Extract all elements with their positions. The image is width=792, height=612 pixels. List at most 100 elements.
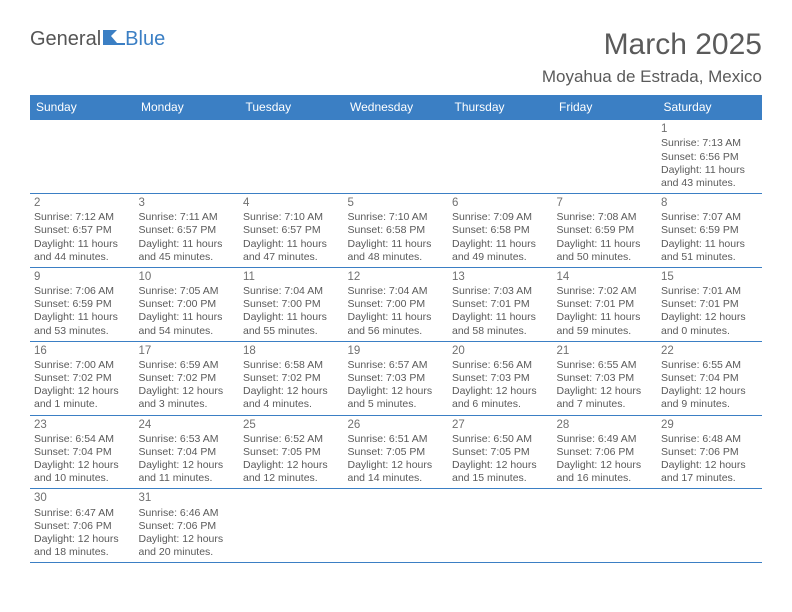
daylight-text: Daylight: 11 hours and 45 minutes. bbox=[139, 238, 236, 264]
sunrise-text: Sunrise: 6:52 AM bbox=[243, 433, 340, 446]
daylight-text: Daylight: 11 hours and 50 minutes. bbox=[557, 238, 654, 264]
sunrise-text: Sunrise: 6:50 AM bbox=[452, 433, 549, 446]
sunrise-text: Sunrise: 7:09 AM bbox=[452, 211, 549, 224]
calendar-cell: 21Sunrise: 6:55 AMSunset: 7:03 PMDayligh… bbox=[553, 341, 658, 415]
sunset-text: Sunset: 6:59 PM bbox=[661, 224, 758, 237]
sunrise-text: Sunrise: 6:46 AM bbox=[139, 507, 236, 520]
daylight-text: Daylight: 12 hours and 4 minutes. bbox=[243, 385, 340, 411]
day-number: 16 bbox=[34, 344, 131, 358]
page-title: March 2025 bbox=[542, 28, 762, 61]
daylight-text: Daylight: 11 hours and 44 minutes. bbox=[34, 238, 131, 264]
sunrise-text: Sunrise: 6:59 AM bbox=[139, 359, 236, 372]
sunset-text: Sunset: 7:05 PM bbox=[348, 446, 445, 459]
sunset-text: Sunset: 6:59 PM bbox=[557, 224, 654, 237]
day-number: 10 bbox=[139, 270, 236, 284]
calendar-row: 9Sunrise: 7:06 AMSunset: 6:59 PMDaylight… bbox=[30, 267, 762, 341]
sunset-text: Sunset: 6:59 PM bbox=[34, 298, 131, 311]
sunset-text: Sunset: 7:04 PM bbox=[139, 446, 236, 459]
sunrise-text: Sunrise: 7:10 AM bbox=[348, 211, 445, 224]
day-number: 4 bbox=[243, 196, 340, 210]
sunrise-text: Sunrise: 6:53 AM bbox=[139, 433, 236, 446]
calendar-cell: 1Sunrise: 7:13 AMSunset: 6:56 PMDaylight… bbox=[657, 120, 762, 194]
sunrise-text: Sunrise: 6:55 AM bbox=[557, 359, 654, 372]
calendar-cell: 20Sunrise: 6:56 AMSunset: 7:03 PMDayligh… bbox=[448, 341, 553, 415]
calendar-row: 2Sunrise: 7:12 AMSunset: 6:57 PMDaylight… bbox=[30, 193, 762, 267]
daylight-text: Daylight: 11 hours and 53 minutes. bbox=[34, 311, 131, 337]
calendar-cell: 23Sunrise: 6:54 AMSunset: 7:04 PMDayligh… bbox=[30, 415, 135, 489]
daylight-text: Daylight: 11 hours and 43 minutes. bbox=[661, 164, 758, 190]
sunrise-text: Sunrise: 7:07 AM bbox=[661, 211, 758, 224]
sunrise-text: Sunrise: 6:55 AM bbox=[661, 359, 758, 372]
day-number: 2 bbox=[34, 196, 131, 210]
sunrise-text: Sunrise: 7:06 AM bbox=[34, 285, 131, 298]
day-header: Thursday bbox=[448, 95, 553, 120]
calendar-cell-empty bbox=[239, 120, 344, 194]
sunset-text: Sunset: 6:56 PM bbox=[661, 151, 758, 164]
daylight-text: Daylight: 12 hours and 17 minutes. bbox=[661, 459, 758, 485]
sunset-text: Sunset: 6:57 PM bbox=[139, 224, 236, 237]
day-number: 19 bbox=[348, 344, 445, 358]
sunset-text: Sunset: 7:06 PM bbox=[557, 446, 654, 459]
calendar-cell-empty bbox=[344, 120, 449, 194]
sunset-text: Sunset: 7:02 PM bbox=[243, 372, 340, 385]
sunrise-text: Sunrise: 7:05 AM bbox=[139, 285, 236, 298]
calendar-cell: 6Sunrise: 7:09 AMSunset: 6:58 PMDaylight… bbox=[448, 193, 553, 267]
day-number: 18 bbox=[243, 344, 340, 358]
day-number: 28 bbox=[557, 418, 654, 432]
logo-text1: General bbox=[30, 28, 101, 51]
calendar-cell: 15Sunrise: 7:01 AMSunset: 7:01 PMDayligh… bbox=[657, 267, 762, 341]
day-number: 26 bbox=[348, 418, 445, 432]
daylight-text: Daylight: 11 hours and 54 minutes. bbox=[139, 311, 236, 337]
calendar-cell: 5Sunrise: 7:10 AMSunset: 6:58 PMDaylight… bbox=[344, 193, 449, 267]
day-number: 13 bbox=[452, 270, 549, 284]
sunrise-text: Sunrise: 6:49 AM bbox=[557, 433, 654, 446]
daylight-text: Daylight: 12 hours and 18 minutes. bbox=[34, 533, 131, 559]
calendar-cell: 9Sunrise: 7:06 AMSunset: 6:59 PMDaylight… bbox=[30, 267, 135, 341]
daylight-text: Daylight: 12 hours and 12 minutes. bbox=[243, 459, 340, 485]
day-number: 3 bbox=[139, 196, 236, 210]
calendar-cell: 8Sunrise: 7:07 AMSunset: 6:59 PMDaylight… bbox=[657, 193, 762, 267]
daylight-text: Daylight: 12 hours and 15 minutes. bbox=[452, 459, 549, 485]
sunset-text: Sunset: 6:58 PM bbox=[348, 224, 445, 237]
daylight-text: Daylight: 12 hours and 3 minutes. bbox=[139, 385, 236, 411]
sunset-text: Sunset: 7:04 PM bbox=[661, 372, 758, 385]
sunset-text: Sunset: 7:06 PM bbox=[139, 520, 236, 533]
sunrise-text: Sunrise: 7:04 AM bbox=[243, 285, 340, 298]
calendar-table: Sunday Monday Tuesday Wednesday Thursday… bbox=[30, 95, 762, 563]
calendar-cell: 19Sunrise: 6:57 AMSunset: 7:03 PMDayligh… bbox=[344, 341, 449, 415]
day-number: 15 bbox=[661, 270, 758, 284]
calendar-cell: 24Sunrise: 6:53 AMSunset: 7:04 PMDayligh… bbox=[135, 415, 240, 489]
sunset-text: Sunset: 7:03 PM bbox=[452, 372, 549, 385]
day-number: 27 bbox=[452, 418, 549, 432]
daylight-text: Daylight: 12 hours and 7 minutes. bbox=[557, 385, 654, 411]
calendar-cell: 28Sunrise: 6:49 AMSunset: 7:06 PMDayligh… bbox=[553, 415, 658, 489]
sunset-text: Sunset: 7:01 PM bbox=[452, 298, 549, 311]
calendar-cell-empty bbox=[344, 489, 449, 563]
calendar-cell: 4Sunrise: 7:10 AMSunset: 6:57 PMDaylight… bbox=[239, 193, 344, 267]
sunrise-text: Sunrise: 6:47 AM bbox=[34, 507, 131, 520]
sunrise-text: Sunrise: 7:13 AM bbox=[661, 137, 758, 150]
sunset-text: Sunset: 7:05 PM bbox=[243, 446, 340, 459]
sunset-text: Sunset: 7:02 PM bbox=[34, 372, 131, 385]
calendar-cell: 12Sunrise: 7:04 AMSunset: 7:00 PMDayligh… bbox=[344, 267, 449, 341]
day-number: 21 bbox=[557, 344, 654, 358]
calendar-cell-empty bbox=[448, 489, 553, 563]
sunrise-text: Sunrise: 7:04 AM bbox=[348, 285, 445, 298]
calendar-cell: 10Sunrise: 7:05 AMSunset: 7:00 PMDayligh… bbox=[135, 267, 240, 341]
daylight-text: Daylight: 12 hours and 16 minutes. bbox=[557, 459, 654, 485]
sunset-text: Sunset: 7:01 PM bbox=[661, 298, 758, 311]
sunset-text: Sunset: 7:06 PM bbox=[661, 446, 758, 459]
calendar-cell: 26Sunrise: 6:51 AMSunset: 7:05 PMDayligh… bbox=[344, 415, 449, 489]
sunrise-text: Sunrise: 6:56 AM bbox=[452, 359, 549, 372]
calendar-row: 30 Sunrise: 6:47 AM Sunset: 7:06 PM Dayligh… bbox=[30, 489, 762, 563]
calendar-cell-empty bbox=[239, 489, 344, 563]
daylight-text: Daylight: 11 hours and 55 minutes. bbox=[243, 311, 340, 337]
logo: General Blue bbox=[30, 28, 165, 51]
calendar-row: 1Sunrise: 7:13 AMSunset: 6:56 PMDaylight… bbox=[30, 120, 762, 194]
calendar-cell: 30Sunrise: 6:47 AMSunset: 7:06 PMDayligh… bbox=[30, 489, 135, 563]
day-number: 30 bbox=[34, 491, 131, 505]
calendar-cell-empty bbox=[448, 120, 553, 194]
calendar-row: 23Sunrise: 6:54 AMSunset: 7:04 PMDayligh… bbox=[30, 415, 762, 489]
sunset-text: Sunset: 6:57 PM bbox=[243, 224, 340, 237]
daylight-text: Daylight: 12 hours and 10 minutes. bbox=[34, 459, 131, 485]
